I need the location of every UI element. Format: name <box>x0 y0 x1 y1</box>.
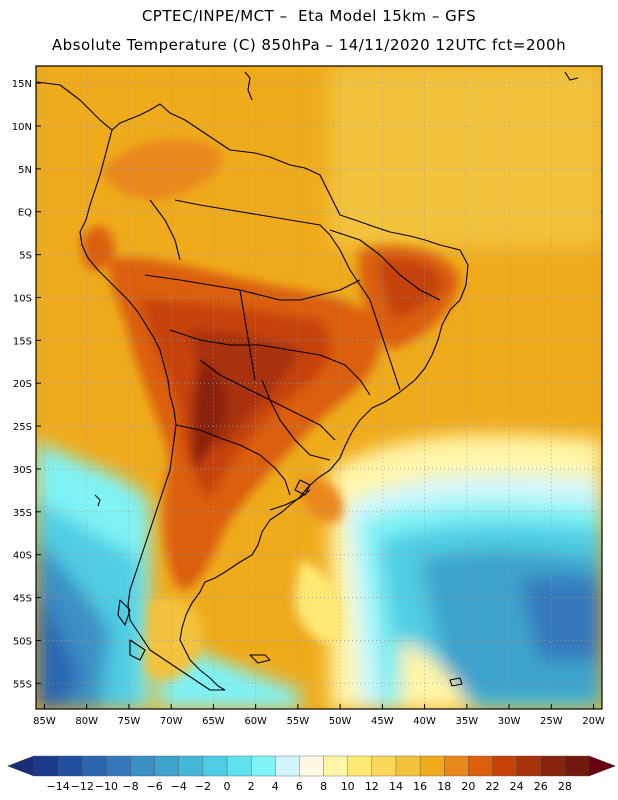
colorbar-swatch <box>202 755 228 777</box>
lat-tick-label: 20S <box>13 379 32 390</box>
colorbar-label: 8 <box>320 780 327 793</box>
colorbar-label: −6 <box>147 780 163 793</box>
colorbar-swatch <box>444 755 469 777</box>
colorbar-label: −8 <box>122 780 138 793</box>
colorbar-label: 26 <box>534 780 548 793</box>
lon-tick-label: 45W <box>371 716 394 727</box>
lon-tick-label: 40W <box>413 716 436 727</box>
colorbar-swatch <box>106 755 132 777</box>
colorbar-label: 14 <box>389 780 403 793</box>
colorbar-label: −14 <box>47 780 70 793</box>
lon-tick-label: 50W <box>329 716 352 727</box>
colorbar-swatch <box>250 755 276 777</box>
colorbar-swatch <box>395 755 421 777</box>
colorbar-label: −12 <box>71 780 94 793</box>
colorbar-swatch <box>299 755 325 777</box>
lat-tick-label: 45S <box>13 594 32 605</box>
colorbar-label: 0 <box>224 780 231 793</box>
lon-tick-label: 80W <box>75 716 98 727</box>
longitude-axis: 85W 80W 75W 70W 65W 60W 55W 50W 45W 40W 35W 30W 25W 2… <box>33 704 605 727</box>
lon-tick-label: 85W <box>33 716 56 727</box>
coastline <box>36 71 579 691</box>
colorbar-swatch <box>57 755 83 777</box>
colorbar-label: 24 <box>510 780 524 793</box>
colorbar-swatch <box>33 755 59 777</box>
colorbar-swatch <box>492 755 518 777</box>
lat-tick-label: EQ <box>18 208 32 219</box>
title-line-1: CPTEC/INPE/MCT – Eta Model 15km – GFS <box>141 7 477 25</box>
lat-tick-label: 30S <box>13 465 32 476</box>
colorbar-label: −2 <box>195 780 211 793</box>
lat-tick-label: 5S <box>19 251 32 262</box>
colorbar-swatch <box>275 755 300 777</box>
colorbar-swatch <box>130 755 156 777</box>
lat-tick-label: 10N <box>12 122 32 133</box>
colorbar-label: 16 <box>413 780 427 793</box>
colorbar-label: 28 <box>558 780 572 793</box>
colorbar-right-arrow <box>588 755 616 777</box>
colorbar-swatch <box>178 755 204 777</box>
lat-tick-label: 25S <box>13 422 32 433</box>
colorbar-label: 12 <box>365 780 379 793</box>
colorbar-swatch <box>347 755 373 777</box>
colorbar-label: 22 <box>485 780 499 793</box>
lat-tick-label: 55S <box>13 679 32 690</box>
lon-tick-label: 35W <box>456 716 479 727</box>
lon-tick-label: 30W <box>498 716 521 727</box>
lon-tick-label: 55W <box>287 716 310 727</box>
colorbar-legend: −14 −12 −10 −8 −6 −4 −2 0 2 4 6 8 10 12 14 16 18 20 22 24 26… <box>7 755 616 793</box>
colorbar-swatch <box>371 755 397 777</box>
lat-tick-label: 40S <box>13 551 32 562</box>
temperature-field <box>36 66 602 709</box>
colorbar-label: 10 <box>341 780 355 793</box>
lat-tick-label: 15S <box>13 336 32 347</box>
lat-tick-label: 15N <box>12 79 32 90</box>
lat-tick-label: 10S <box>13 293 32 304</box>
colorbar-swatch <box>154 755 180 777</box>
lon-tick-label: 70W <box>160 716 183 727</box>
map-border <box>35 65 603 710</box>
lon-tick-label: 20W <box>582 716 605 727</box>
lat-tick-label: 5N <box>18 165 32 176</box>
colorbar-swatch <box>516 755 542 777</box>
colorbar-label: 2 <box>248 780 255 793</box>
colorbar-swatch <box>419 755 445 777</box>
colorbar-left-arrow <box>7 755 35 777</box>
colorbar-swatch <box>564 755 590 777</box>
colorbar-swatch <box>468 755 493 777</box>
colorbar-swatch <box>82 755 107 777</box>
colorbar-label: −4 <box>171 780 187 793</box>
lat-tick-label: 50S <box>13 636 32 647</box>
latitude-axis: 15N 10N 5N EQ 5S 10S 15S 20S 25S 30S 35S 40S 45S 50S 5… <box>12 79 41 690</box>
lat-tick-label: 35S <box>13 508 32 519</box>
colorbar-label: 4 <box>272 780 279 793</box>
colorbar-swatch <box>226 755 252 777</box>
colorbar-swatch <box>540 755 566 777</box>
lon-tick-label: 75W <box>118 716 141 727</box>
lon-tick-label: 25W <box>540 716 563 727</box>
title-line-2: Absolute Temperature (C) 850hPa – 14/11/… <box>51 36 567 54</box>
lon-tick-label: 65W <box>202 716 225 727</box>
colorbar-swatch <box>323 755 349 777</box>
colorbar-label: 20 <box>461 780 475 793</box>
lon-tick-label: 60W <box>244 716 267 727</box>
colorbar-label: 6 <box>296 780 303 793</box>
colorbar-label: −10 <box>95 780 118 793</box>
colorbar-label: 18 <box>437 780 451 793</box>
